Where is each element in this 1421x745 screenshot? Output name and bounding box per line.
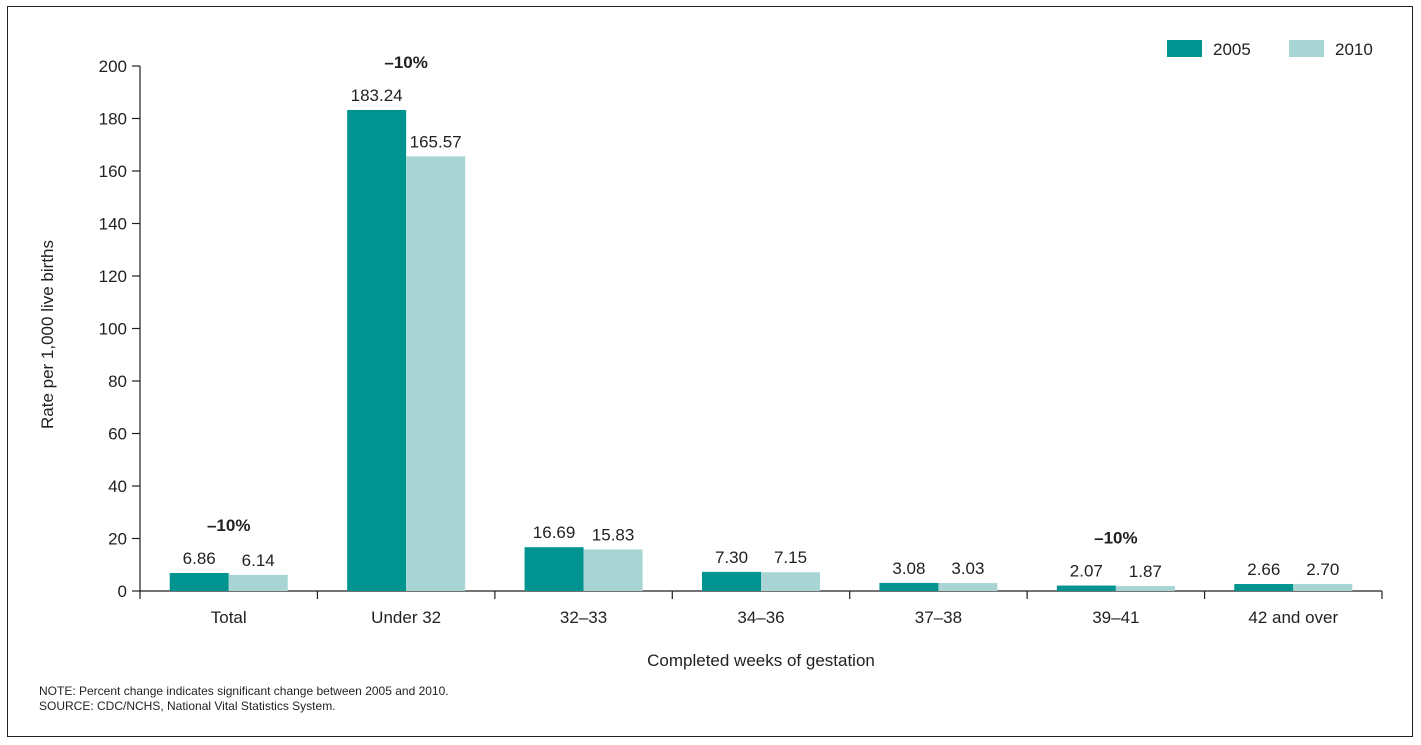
figure-frame: [7, 6, 1413, 737]
y-tick-label: 0: [118, 582, 127, 601]
chart-source: SOURCE: CDC/NCHS, National Vital Statist…: [39, 699, 336, 713]
y-axis-title: Rate per 1,000 live births: [38, 240, 57, 429]
bar-2005: [879, 582, 939, 591]
bar-2005: [169, 572, 229, 591]
data-label: 15.83: [592, 525, 635, 544]
data-label: 3.03: [951, 559, 984, 578]
data-label: 165.57: [410, 132, 462, 151]
bar-2010: [1115, 586, 1175, 591]
bars: [169, 109, 1353, 592]
data-label: 7.30: [715, 548, 748, 567]
bar-2010: [761, 572, 820, 591]
data-label: 3.08: [892, 559, 925, 578]
data-label: 6.14: [242, 551, 275, 570]
data-label: 2.07: [1070, 562, 1103, 581]
legend-label-2005: 2005: [1213, 40, 1251, 59]
bar-2010: [1293, 583, 1353, 591]
y-tick-label: 100: [99, 320, 127, 339]
bar-2005: [702, 571, 761, 591]
y-tick-label: 80: [108, 372, 127, 391]
data-label: 183.24: [351, 86, 403, 105]
percent-change-annotation: –10%: [384, 53, 427, 72]
y-tick-label: 180: [99, 110, 127, 129]
x-tick-label: 32–33: [560, 608, 607, 627]
legend-swatch-2010: [1289, 40, 1324, 57]
x-tick-label: Under 32: [371, 608, 441, 627]
chart-note: NOTE: Percent change indicates significa…: [39, 684, 449, 698]
bar-2010: [406, 156, 466, 591]
data-label: 16.69: [533, 523, 576, 542]
data-label: 1.87: [1129, 562, 1162, 581]
bar-2005: [1234, 584, 1294, 591]
y-tick-label: 20: [108, 530, 127, 549]
x-tick-label: 39–41: [1092, 608, 1139, 627]
percent-change-annotation: –10%: [207, 516, 250, 535]
bar-2005: [524, 547, 584, 591]
legend-label-2010: 2010: [1335, 40, 1373, 59]
y-tick-label: 200: [99, 57, 127, 76]
x-tick-label: 34–36: [737, 608, 784, 627]
x-tick-label: 37–38: [915, 608, 962, 627]
data-label: 2.66: [1247, 560, 1280, 579]
y-tick-label: 120: [99, 267, 127, 286]
y-tick-label: 160: [99, 162, 127, 181]
x-tick-label: Total: [211, 608, 247, 627]
data-label: 7.15: [774, 548, 807, 567]
labels: 6.86 6.14 183.24 165.57 16.69 15.83 7.30 7.15 3.…: [183, 53, 1340, 581]
data-label: 2.70: [1306, 560, 1339, 579]
y-tick-label: 60: [108, 425, 127, 444]
data-label: 6.86: [183, 549, 216, 568]
axes: 0 20 40 60 80 100 120 140 160 180 200 Total Under 32…: [38, 57, 1383, 670]
x-axis-title: Completed weeks of gestation: [647, 651, 875, 670]
bar-2010: [938, 583, 998, 591]
y-tick-label: 140: [99, 215, 127, 234]
bar-2005: [1056, 585, 1116, 591]
bar-2005: [347, 109, 407, 592]
legend-swatch-2005: [1167, 40, 1202, 57]
x-tick-label: 42 and over: [1248, 608, 1338, 627]
percent-change-annotation: –10%: [1094, 529, 1137, 548]
legend: 2005 2010: [1167, 40, 1373, 59]
bar-2010: [583, 549, 643, 591]
y-tick-label: 40: [108, 477, 127, 496]
bar-2010: [228, 574, 288, 591]
